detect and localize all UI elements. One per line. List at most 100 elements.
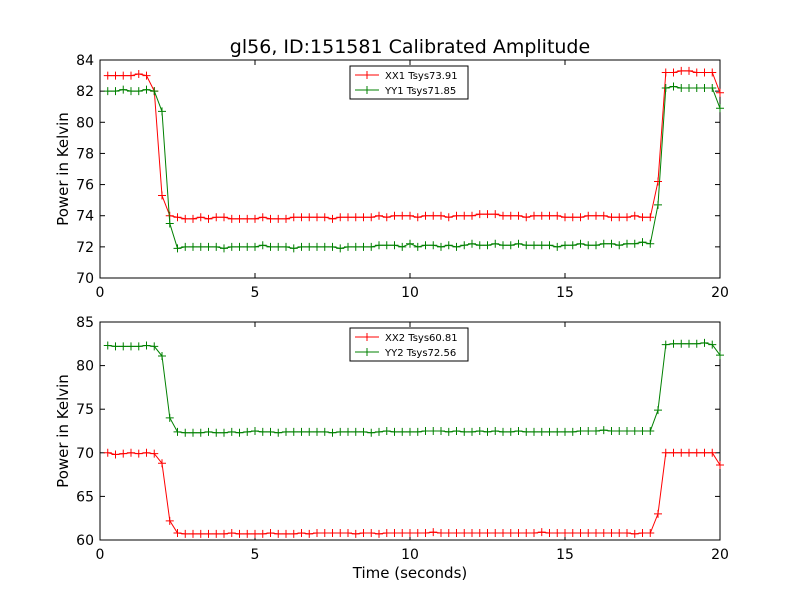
data-point xyxy=(437,427,445,435)
data-point xyxy=(522,529,531,538)
data-point xyxy=(638,213,647,222)
data-point xyxy=(320,427,329,436)
data-point xyxy=(390,529,399,538)
data-point xyxy=(444,427,453,436)
data-point xyxy=(475,529,484,538)
data-point xyxy=(150,449,159,458)
y-tick-label: 85 xyxy=(76,315,94,331)
data-point xyxy=(545,529,554,538)
data-point xyxy=(266,214,275,223)
data-point xyxy=(499,427,507,436)
data-point xyxy=(351,242,360,251)
data-point xyxy=(460,211,469,220)
data-point xyxy=(305,529,314,538)
data-point xyxy=(282,242,290,251)
data-point xyxy=(708,68,717,77)
data-point xyxy=(258,213,267,222)
data-point xyxy=(305,242,314,251)
data-point xyxy=(282,529,290,538)
data-point xyxy=(491,210,500,219)
data-point xyxy=(506,241,515,250)
data-point xyxy=(266,242,275,251)
data-point xyxy=(592,241,600,250)
data-point xyxy=(654,509,662,518)
data-point xyxy=(351,529,360,538)
data-point xyxy=(475,210,484,219)
data-point xyxy=(421,211,430,220)
data-point xyxy=(522,427,531,436)
data-point xyxy=(700,68,709,77)
x-tick-label: 0 xyxy=(96,285,105,301)
data-point xyxy=(351,427,360,436)
data-point xyxy=(561,213,569,222)
y-axis-label: Power in Kelvin xyxy=(54,374,72,488)
data-point xyxy=(243,242,252,251)
data-point xyxy=(677,84,686,93)
data-point xyxy=(661,84,670,93)
y-tick-label: 84 xyxy=(76,53,94,69)
data-point xyxy=(328,529,337,538)
data-point xyxy=(607,239,616,248)
data-point xyxy=(359,242,368,251)
data-point xyxy=(367,529,376,538)
data-point xyxy=(328,428,337,437)
data-point xyxy=(685,66,693,75)
data-point xyxy=(406,529,414,538)
data-point xyxy=(204,529,213,538)
data-point xyxy=(413,242,422,251)
data-point xyxy=(483,210,492,219)
data-point xyxy=(568,427,577,436)
data-point xyxy=(390,211,399,220)
data-point xyxy=(607,213,616,222)
data-point xyxy=(204,214,213,223)
data-point xyxy=(158,352,166,361)
data-point xyxy=(716,104,724,113)
data-point xyxy=(429,211,438,220)
data-point xyxy=(692,448,701,457)
data-point xyxy=(328,242,337,251)
data-point xyxy=(382,529,391,538)
data-point xyxy=(444,213,453,222)
data-point xyxy=(444,241,453,250)
data-point xyxy=(623,213,631,222)
data-point xyxy=(305,427,314,436)
data-point xyxy=(165,516,174,525)
data-point xyxy=(545,211,554,220)
chart-panels: 0 5 10 15 20 70 72 74 76 78 80 82 84 Power in Kelvin X… xyxy=(54,53,729,582)
data-point xyxy=(685,339,693,348)
data-point xyxy=(708,84,717,93)
y-tick-label: 75 xyxy=(76,402,94,418)
x-tick-label: 10 xyxy=(401,285,419,301)
x-axis-label: Time (seconds) xyxy=(352,564,468,582)
data-point xyxy=(468,211,476,220)
data-point xyxy=(196,213,205,222)
data-point xyxy=(173,529,182,538)
data-point xyxy=(646,427,655,435)
chart-title: gl56, ID:151581 Calibrated Amplitude xyxy=(230,36,590,58)
y-tick-label: 80 xyxy=(76,115,94,131)
data-point xyxy=(344,529,352,538)
data-point xyxy=(196,529,205,538)
data-point xyxy=(475,427,484,435)
data-point xyxy=(607,529,616,538)
data-point xyxy=(599,211,608,220)
data-point xyxy=(274,214,283,223)
data-point xyxy=(708,340,717,349)
data-point xyxy=(669,339,678,348)
data-point xyxy=(103,341,112,350)
data-point xyxy=(685,84,693,93)
data-point xyxy=(134,342,143,351)
data-point xyxy=(173,244,182,253)
data-point xyxy=(111,342,120,351)
data-point xyxy=(700,338,709,347)
data-point xyxy=(220,213,228,222)
data-point xyxy=(568,529,577,538)
data-point xyxy=(669,82,678,91)
data-point xyxy=(646,213,655,222)
data-point xyxy=(630,211,639,220)
y-tick-label: 70 xyxy=(76,446,94,462)
data-point xyxy=(483,529,492,538)
data-point xyxy=(103,448,112,457)
data-point xyxy=(429,427,438,435)
data-point xyxy=(367,213,376,222)
